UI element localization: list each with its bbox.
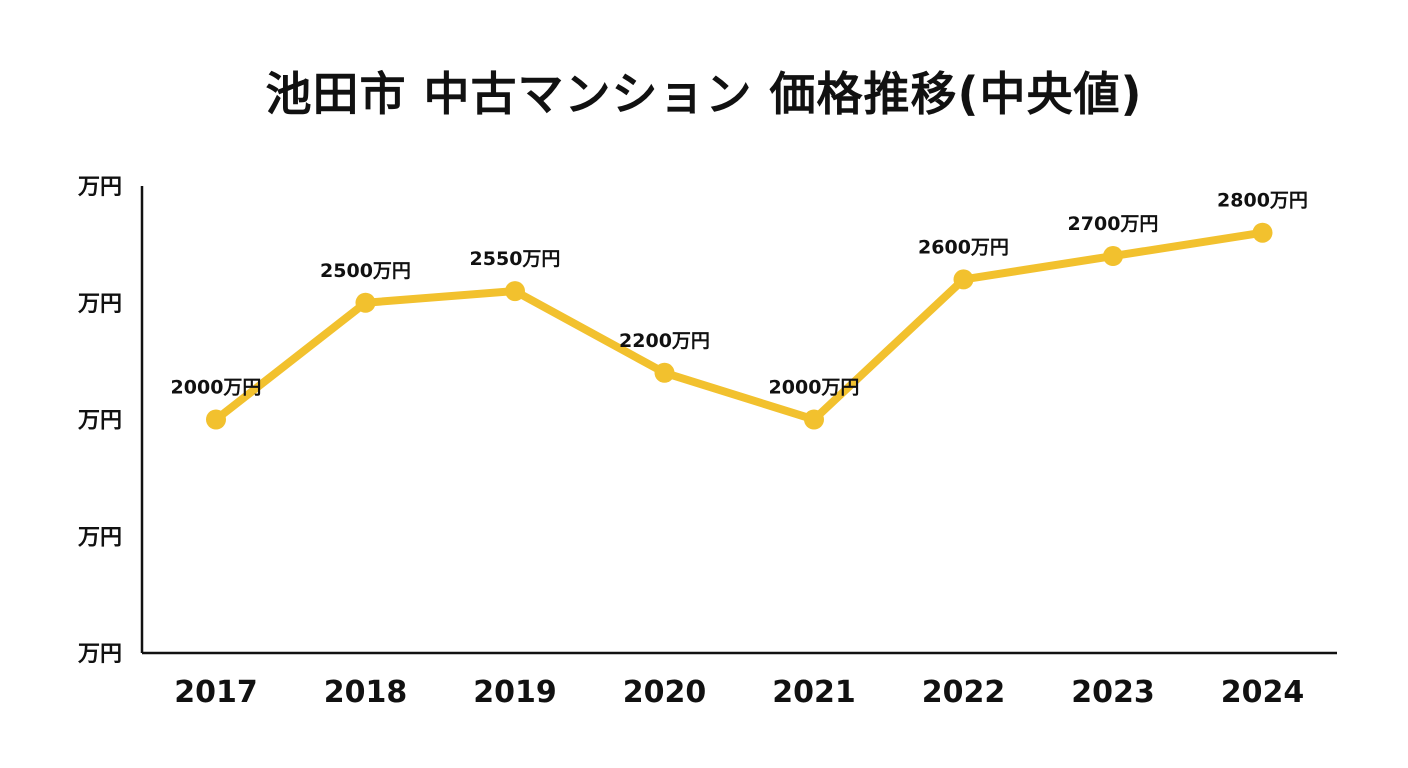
data-point [953,269,974,290]
data-label: 2200万円 [619,330,710,352]
data-point [1252,222,1273,243]
y-tick-label: 万円 [77,409,122,434]
data-label: 2500万円 [320,260,411,282]
data-labels: 2000万円 2500万円 2550万円 2200万円 2000万円 2600万円 2700… [171,190,1308,399]
x-tick-label: 2024 [1221,675,1305,710]
y-tick-label: 万円 [77,642,122,667]
series-line [212,228,1267,424]
x-tick-label: 2022 [922,675,1006,710]
data-label: 2000万円 [171,377,262,399]
data-point [206,409,226,430]
x-tick-label: 2020 [623,675,707,710]
x-tick-label: 2023 [1071,675,1155,710]
series [206,222,1273,430]
y-tick-label: 万円 [77,525,122,550]
x-tick-label: 2021 [772,675,856,710]
data-label: 2700万円 [1068,213,1159,235]
data-point [1103,246,1123,267]
chart-title: 池田市 中古マンション 価格推移(中央値) [265,67,1143,121]
x-tick-labels: 2017 2018 2019 2020 2021 2022 2023 2024 [174,675,1304,710]
data-label: 2800万円 [1217,190,1308,212]
data-label: 2600万円 [918,236,1009,258]
data-point [804,409,824,430]
data-label: 2550万円 [470,248,561,270]
y-tick-label: 万円 [77,175,122,200]
x-tick-label: 2019 [473,675,557,710]
data-point [505,281,525,302]
y-tick-label: 万円 [77,292,122,317]
axes [140,186,1337,655]
data-point [355,292,376,313]
x-tick-label: 2017 [174,675,258,710]
x-tick-label: 2018 [324,675,408,710]
data-label: 2000万円 [769,377,860,399]
data-point [654,362,675,383]
